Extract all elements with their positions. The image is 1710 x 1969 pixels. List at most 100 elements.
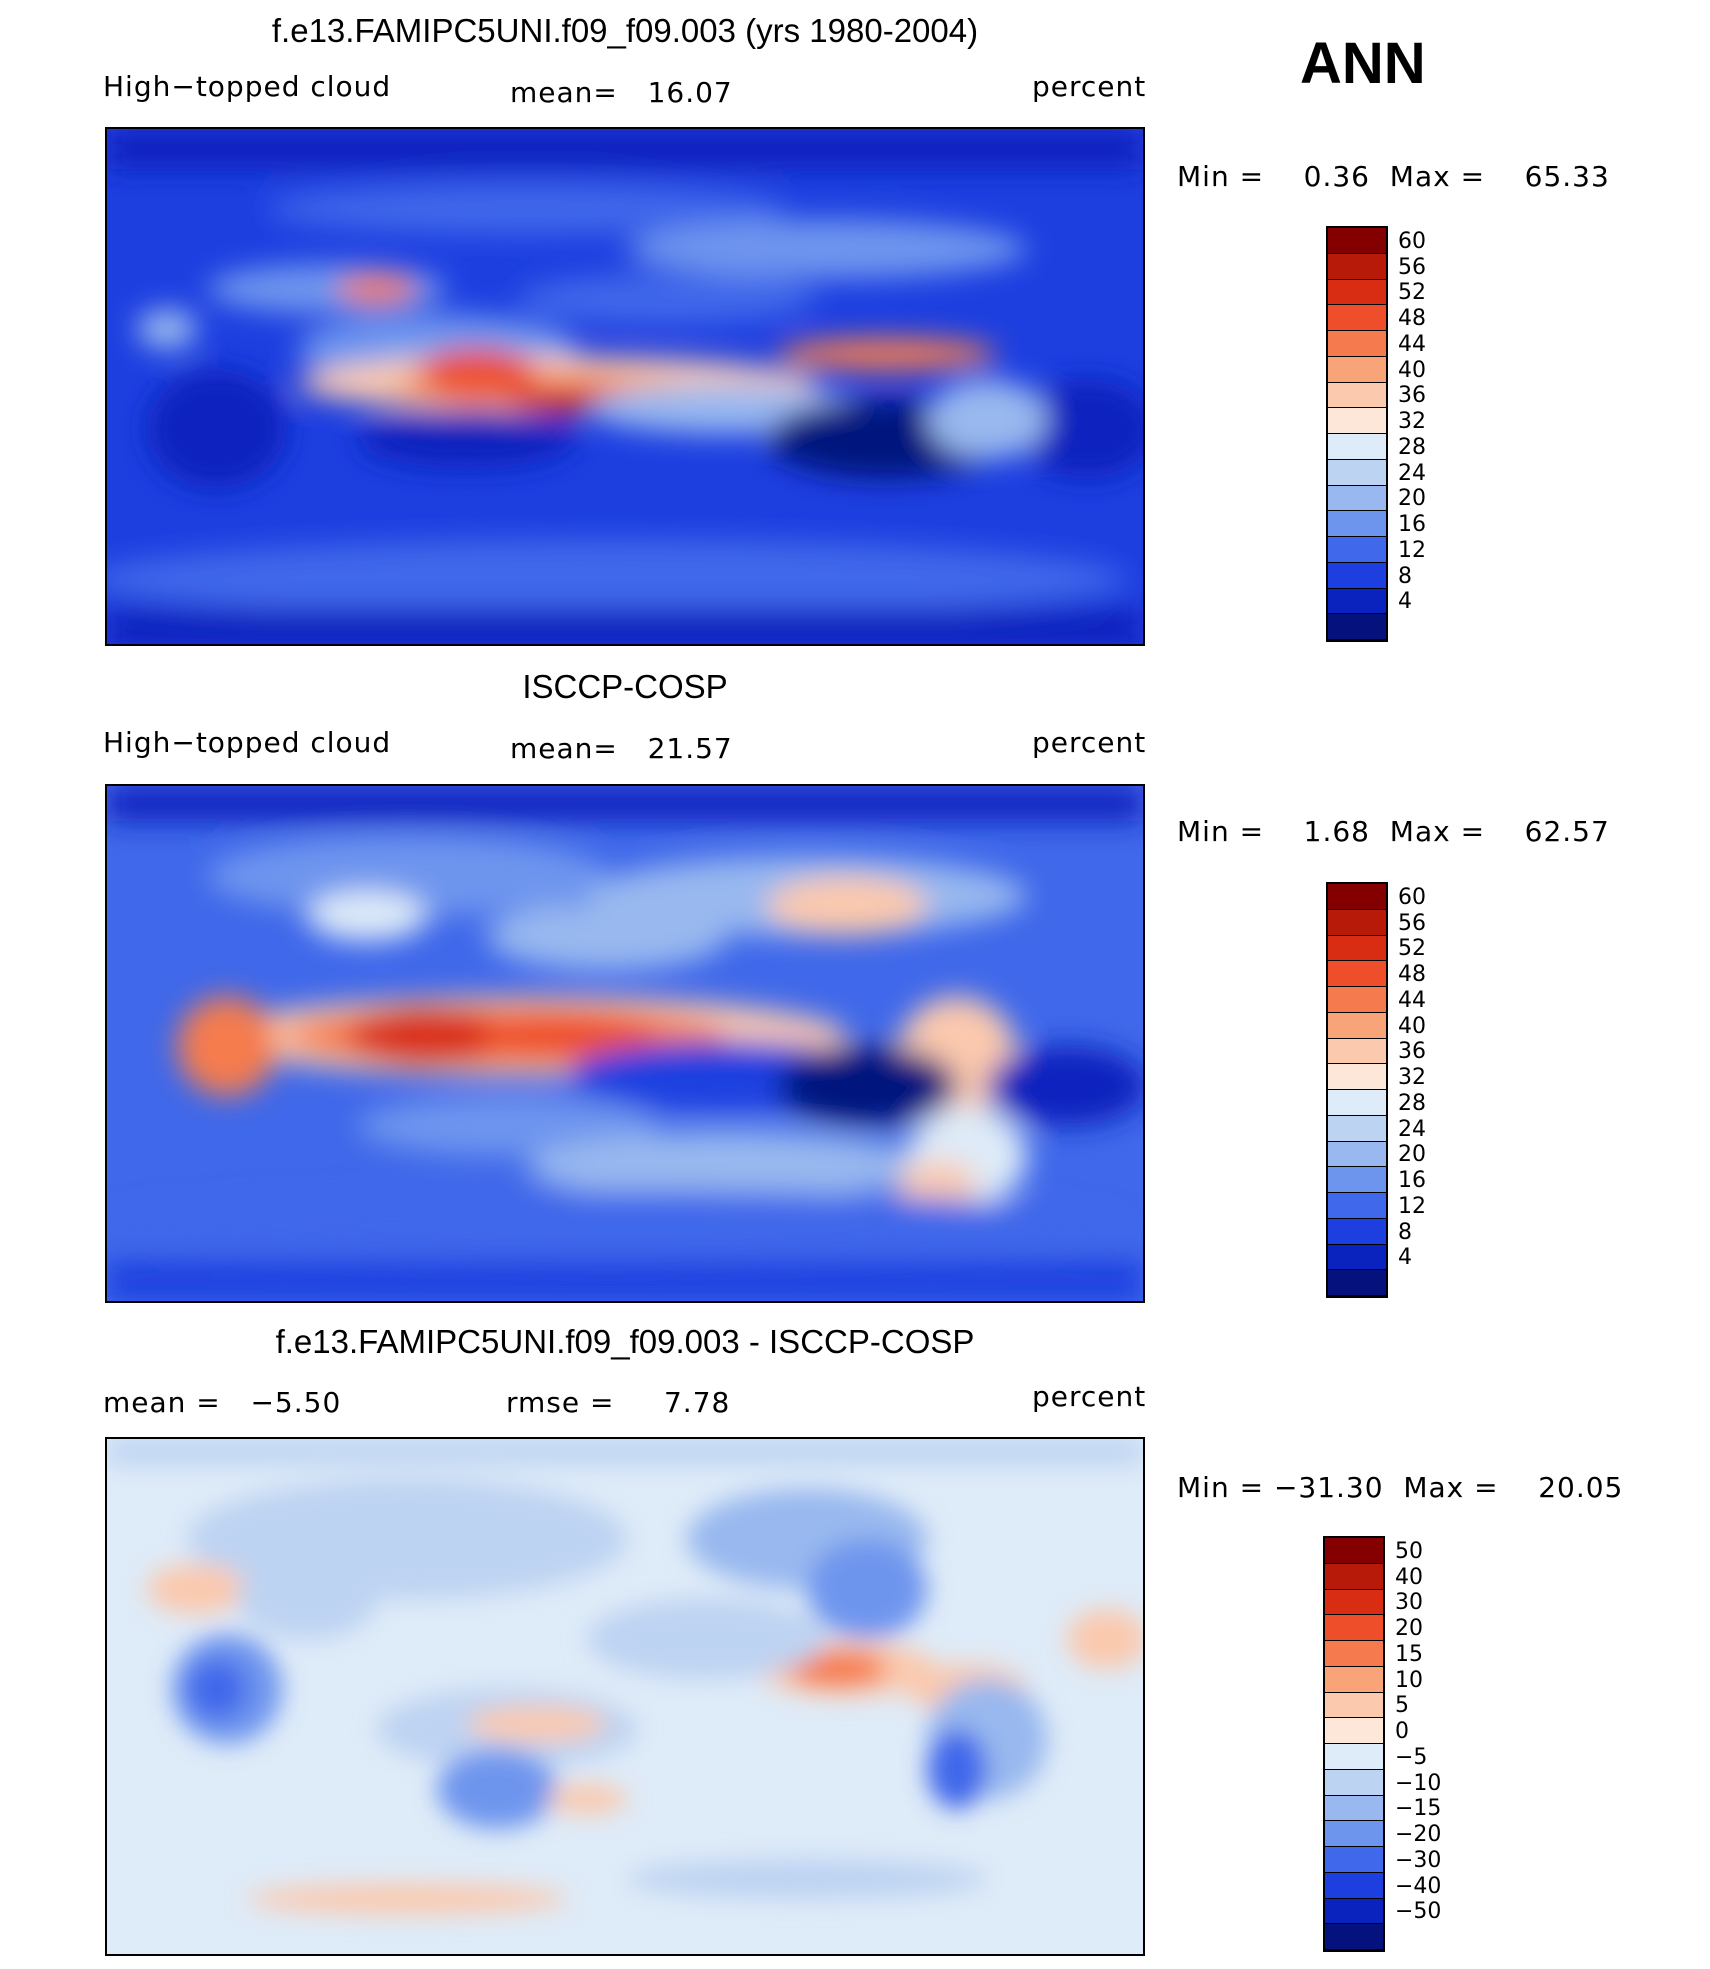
colorbar-swatch <box>1328 1270 1386 1296</box>
panel-3-rmse-label: rmse = 7.78 <box>506 1386 731 1419</box>
colorbar-swatch <box>1325 1847 1383 1873</box>
colorbar-swatch <box>1328 511 1386 537</box>
colorbar-swatch <box>1328 382 1386 409</box>
colorbar-swatch <box>1328 485 1386 512</box>
colorbar-tick-label: −15 <box>1395 1796 1442 1822</box>
colorbar-swatch <box>1328 331 1386 357</box>
colorbar-swatch <box>1328 987 1386 1013</box>
colorbar-tick-label: −10 <box>1395 1770 1442 1796</box>
colorbar-tick-label: 60 <box>1398 228 1426 254</box>
panel-1-units-label: percent <box>1032 70 1147 103</box>
colorbar-swatch <box>1325 1589 1383 1616</box>
colorbar-swatch <box>1328 434 1386 460</box>
colorbar-swatch <box>1325 1898 1383 1925</box>
colorbar-tick-label: 15 <box>1395 1641 1423 1667</box>
colorbar-tick-label: 44 <box>1398 331 1426 357</box>
panel-2-colorbar <box>1326 882 1388 1298</box>
panel-3-map <box>105 1437 1145 1956</box>
colorbar-tick-label: 20 <box>1395 1616 1423 1641</box>
colorbar-tick-label: 12 <box>1398 1193 1426 1219</box>
colorbar-swatch <box>1328 356 1386 383</box>
colorbar-tick-label: 20 <box>1398 486 1426 512</box>
colorbar-tick-label: 40 <box>1395 1564 1423 1590</box>
colorbar-tick-label: 48 <box>1398 306 1426 331</box>
colorbar-tick-label: 8 <box>1398 1219 1412 1245</box>
colorbar-tick-label: 4 <box>1398 589 1412 615</box>
colorbar-swatch <box>1325 1615 1383 1641</box>
colorbar-tick-label: 16 <box>1398 1168 1426 1193</box>
colorbar-tick-label: 32 <box>1398 1065 1426 1090</box>
colorbar-swatch <box>1325 1692 1383 1719</box>
colorbar-tick-label: 5 <box>1395 1693 1409 1719</box>
colorbar-swatch <box>1328 588 1386 615</box>
colorbar-swatch <box>1328 305 1386 331</box>
colorbar-swatch <box>1328 614 1386 640</box>
colorbar-swatch <box>1328 1012 1386 1039</box>
colorbar-tick-label: 50 <box>1395 1538 1423 1564</box>
panel-1-minmax: Min = 0.36 Max = 65.33 <box>1177 160 1610 193</box>
colorbar-swatch <box>1325 1821 1383 1847</box>
panel-2-mean-label: mean= 21.57 <box>510 732 733 765</box>
panel-3-mean-label: mean = −5.50 <box>103 1386 342 1419</box>
colorbar-swatch <box>1325 1666 1383 1693</box>
panel-2-variable-label: High−topped cloud <box>103 726 392 759</box>
colorbar-swatch <box>1328 884 1386 910</box>
colorbar-swatch <box>1328 961 1386 987</box>
season-label: ANN <box>1300 31 1426 96</box>
panel-1-map <box>105 127 1145 646</box>
panel-1-mean-label: mean= 16.07 <box>510 76 733 109</box>
colorbar-swatch <box>1328 537 1386 563</box>
colorbar-swatch <box>1325 1744 1383 1770</box>
colorbar-tick-label: 20 <box>1398 1142 1426 1168</box>
colorbar-swatch <box>1328 562 1386 589</box>
colorbar-swatch <box>1325 1641 1383 1667</box>
colorbar-tick-label: 24 <box>1398 460 1426 486</box>
panel-2-title: ISCCP-COSP <box>522 668 728 705</box>
panel-3-colorbar <box>1323 1536 1385 1952</box>
colorbar-tick-label: 0 <box>1395 1719 1409 1744</box>
panel-3-title: f.e13.FAMIPC5UNI.f09_f09.003 - ISCCP-COS… <box>275 1323 975 1360</box>
colorbar-tick-label: 10 <box>1395 1667 1423 1693</box>
colorbar-tick-label: 40 <box>1398 1013 1426 1039</box>
colorbar-swatch <box>1328 935 1386 962</box>
panel-2-units-label: percent <box>1032 726 1147 759</box>
colorbar-swatch <box>1328 1218 1386 1245</box>
colorbar-tick-label: 52 <box>1398 936 1426 962</box>
colorbar-tick-label: 16 <box>1398 512 1426 537</box>
colorbar-swatch <box>1328 459 1386 486</box>
colorbar-tick-label: 24 <box>1398 1116 1426 1142</box>
colorbar-tick-label: 30 <box>1395 1590 1423 1616</box>
colorbar-tick-label: 28 <box>1398 1090 1426 1116</box>
colorbar-swatch <box>1328 1193 1386 1219</box>
panel-3-units-label: percent <box>1032 1380 1147 1413</box>
panel-2-minmax: Min = 1.68 Max = 62.57 <box>1177 815 1610 848</box>
colorbar-tick-label: 36 <box>1398 1039 1426 1065</box>
colorbar-tick-label: 56 <box>1398 254 1426 280</box>
colorbar-tick-label: −30 <box>1395 1847 1442 1873</box>
colorbar-swatch <box>1325 1538 1383 1564</box>
colorbar-tick-label: 12 <box>1398 537 1426 563</box>
colorbar-swatch <box>1328 408 1386 434</box>
panel-1-colorbar <box>1326 226 1388 642</box>
colorbar-tick-label: −20 <box>1395 1822 1442 1847</box>
colorbar-swatch <box>1325 1563 1383 1590</box>
colorbar-swatch <box>1325 1924 1383 1950</box>
colorbar-tick-label: 36 <box>1398 383 1426 409</box>
panel-1-title: f.e13.FAMIPC5UNI.f09_f09.003 (yrs 1980-2… <box>271 12 979 49</box>
colorbar-swatch <box>1328 1141 1386 1168</box>
colorbar-swatch <box>1328 1064 1386 1090</box>
colorbar-swatch <box>1328 253 1386 280</box>
colorbar-swatch <box>1328 1038 1386 1065</box>
colorbar-swatch <box>1328 279 1386 306</box>
colorbar-tick-label: 4 <box>1398 1245 1412 1271</box>
panel-3-minmax: Min = −31.30 Max = 20.05 <box>1177 1471 1624 1504</box>
colorbar-tick-label: 48 <box>1398 962 1426 987</box>
colorbar-swatch <box>1328 909 1386 936</box>
colorbar-tick-label: 52 <box>1398 280 1426 306</box>
colorbar-tick-label: 8 <box>1398 563 1412 589</box>
panel-2-map <box>105 784 1145 1303</box>
colorbar-swatch <box>1325 1769 1383 1796</box>
colorbar-swatch <box>1328 1167 1386 1193</box>
colorbar-swatch <box>1325 1795 1383 1822</box>
colorbar-swatch <box>1328 1090 1386 1116</box>
